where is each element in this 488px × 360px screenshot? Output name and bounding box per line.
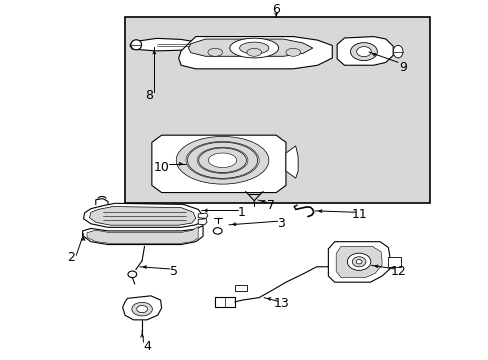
Ellipse shape (392, 45, 402, 58)
Polygon shape (122, 296, 161, 320)
Ellipse shape (187, 142, 257, 178)
Polygon shape (89, 207, 195, 225)
Polygon shape (336, 37, 392, 65)
Text: 5: 5 (169, 265, 178, 278)
Polygon shape (130, 39, 195, 51)
Ellipse shape (185, 141, 259, 179)
Text: 9: 9 (398, 60, 406, 73)
Polygon shape (87, 226, 198, 243)
Text: 3: 3 (277, 216, 285, 230)
Ellipse shape (176, 136, 268, 184)
Ellipse shape (198, 148, 246, 172)
Ellipse shape (350, 42, 377, 60)
Ellipse shape (137, 306, 147, 313)
Ellipse shape (131, 40, 142, 50)
Bar (387, 257, 400, 267)
Ellipse shape (246, 48, 261, 56)
Polygon shape (285, 146, 298, 178)
Ellipse shape (197, 147, 247, 173)
Ellipse shape (239, 42, 268, 54)
Text: 1: 1 (238, 206, 245, 219)
Ellipse shape (356, 46, 370, 57)
Polygon shape (328, 242, 389, 282)
Polygon shape (178, 37, 331, 69)
Bar (234, 285, 246, 291)
Polygon shape (188, 39, 312, 56)
Polygon shape (152, 135, 285, 193)
Polygon shape (335, 246, 381, 278)
Text: 6: 6 (272, 3, 280, 16)
Ellipse shape (207, 48, 222, 56)
Text: 2: 2 (67, 251, 75, 264)
Ellipse shape (285, 48, 300, 56)
Polygon shape (83, 203, 203, 227)
Text: 11: 11 (350, 208, 366, 221)
Ellipse shape (128, 271, 137, 278)
Ellipse shape (346, 253, 370, 270)
Text: 4: 4 (143, 340, 151, 353)
Ellipse shape (229, 38, 278, 58)
Text: 8: 8 (145, 89, 153, 102)
Polygon shape (198, 213, 207, 219)
Ellipse shape (208, 153, 236, 167)
Bar (125, 17, 429, 203)
Text: 13: 13 (273, 297, 288, 310)
Ellipse shape (213, 228, 222, 234)
Text: 10: 10 (153, 161, 169, 174)
Text: 7: 7 (267, 199, 275, 212)
Ellipse shape (132, 302, 152, 316)
Text: 12: 12 (389, 265, 405, 278)
Ellipse shape (355, 260, 361, 264)
Polygon shape (198, 219, 206, 225)
Bar (125, 17, 429, 203)
Polygon shape (82, 226, 203, 244)
Ellipse shape (351, 257, 365, 267)
Bar (215, 297, 234, 307)
